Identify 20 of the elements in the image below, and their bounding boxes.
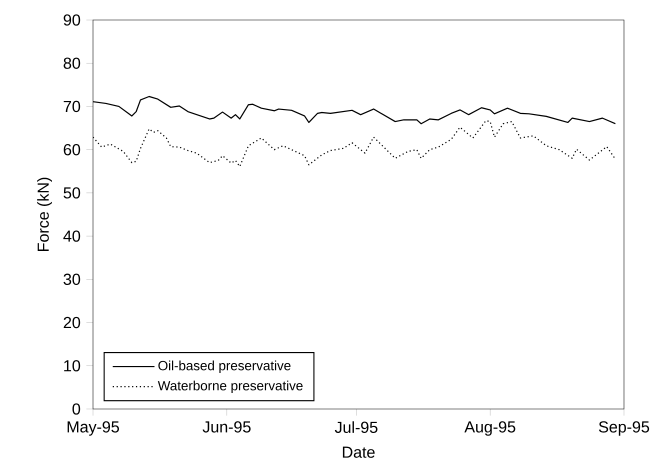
y-tick-label: 10 <box>64 360 80 372</box>
x-tick-label: Jul-95 <box>334 421 378 433</box>
x-tick-label: Sep-95 <box>598 421 650 436</box>
y-tick-label: 90 <box>64 14 80 26</box>
x-tick-label: May-95 <box>68 421 119 436</box>
x-tick-label: Aug-95 <box>464 421 516 436</box>
y-tick-label: 40 <box>63 230 80 242</box>
y-tick-label: 70 <box>64 100 80 112</box>
legend-label: Oil-based preservative <box>158 360 291 373</box>
y-tick-label: 20 <box>64 316 80 328</box>
x-tick-label: Jun-95 <box>202 421 251 433</box>
y-tick-label: 60 <box>64 144 80 156</box>
y-tick-label: 50 <box>64 187 80 199</box>
y-tick-label: 80 <box>64 58 80 69</box>
y-axis-title: Force (kN) <box>37 178 52 251</box>
y-tick-label: 30 <box>64 274 80 285</box>
y-tick-label: 0 <box>72 403 80 415</box>
x-axis-title: Date <box>342 446 375 458</box>
legend-label: Waterborne preservative <box>158 380 303 394</box>
line-series <box>93 120 616 168</box>
